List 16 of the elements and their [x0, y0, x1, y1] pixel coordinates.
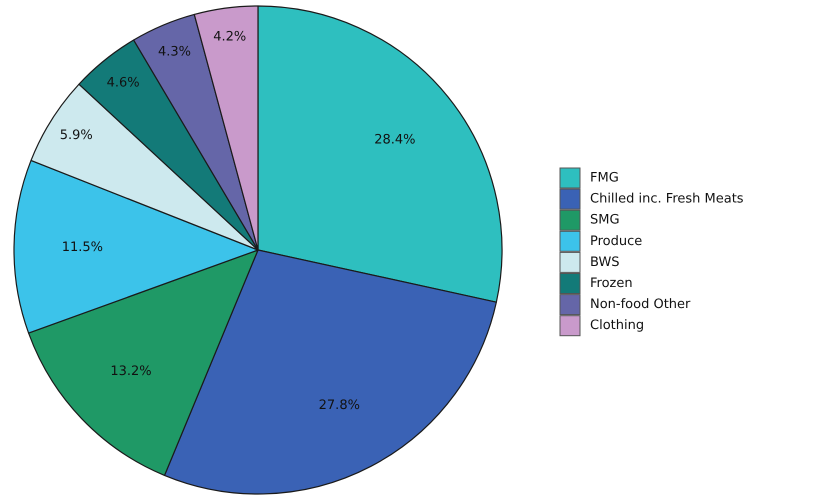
legend-label: Chilled inc. Fresh Meats	[590, 192, 744, 207]
data-label: 28.4%	[374, 132, 416, 148]
data-label: 4.3%	[158, 44, 192, 60]
legend-label: Produce	[590, 234, 642, 249]
data-label: 4.6%	[106, 75, 140, 90]
legend-label: SMG	[590, 212, 620, 228]
data-label: 4.2%	[213, 30, 246, 45]
data-label: 5.9%	[60, 128, 93, 144]
legend-label: Clothing	[590, 318, 644, 334]
data-label: 11.5%	[62, 240, 103, 256]
data-label: 13.2%	[110, 364, 152, 379]
legend-label: Non-food Other	[590, 297, 692, 312]
legend-label: FMG	[590, 170, 619, 186]
data-label: 27.8%	[318, 398, 360, 414]
legend-label: BWS	[590, 254, 620, 270]
legend-label: Frozen	[590, 276, 633, 291]
